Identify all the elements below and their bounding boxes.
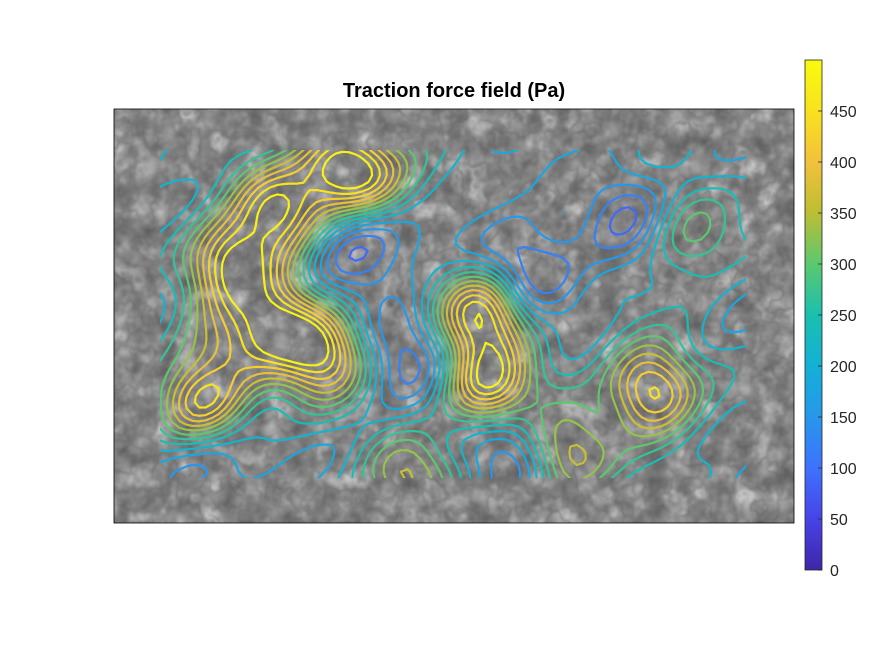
colorbar-tick-label: 200 [830, 359, 857, 376]
colorbar-tick-label: 450 [830, 104, 857, 121]
colorbar-tick-label: 300 [830, 257, 857, 274]
colorbar-tick-label: 0 [830, 563, 839, 580]
contour-level [334, 194, 649, 386]
contour-level [165, 150, 696, 478]
colorbar-tick-label: 100 [830, 461, 857, 478]
colorbar-tick-label: 400 [830, 155, 857, 172]
colorbar: 0 50 100 150 200 250 300 350 400 450 [804, 59, 857, 580]
contour-lines [160, 150, 746, 478]
background-image [114, 109, 794, 523]
colorbar-tick-label: 150 [830, 410, 857, 427]
contour-level [171, 150, 689, 478]
colorbar-tick-label: 250 [830, 308, 857, 325]
colorbar-ticks: 0 50 100 150 200 250 300 350 400 450 [818, 104, 857, 580]
contour-level [193, 150, 661, 409]
axes-frame [113, 108, 795, 524]
contour-level [160, 150, 746, 478]
contour-level [160, 150, 746, 478]
contour-level [160, 150, 746, 478]
contour-level [177, 150, 682, 423]
colorbar-tick-label: 50 [830, 512, 848, 529]
contour-level [160, 150, 712, 478]
contour-level [220, 150, 505, 389]
contour-level [184, 150, 674, 417]
contour-level [160, 150, 727, 478]
colorbar-tick-label: 350 [830, 206, 857, 223]
chart-title: Traction force field (Pa) [342, 80, 566, 102]
contour-level [347, 206, 638, 262]
contour-level [169, 183, 657, 478]
